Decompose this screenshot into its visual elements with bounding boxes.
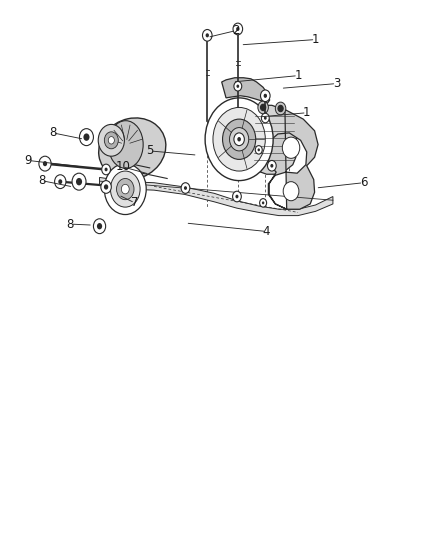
Circle shape: [104, 184, 108, 190]
Circle shape: [121, 184, 129, 194]
Circle shape: [54, 175, 66, 189]
Text: 3: 3: [332, 77, 339, 90]
Polygon shape: [221, 78, 269, 103]
Circle shape: [104, 164, 146, 215]
Text: 8: 8: [49, 126, 57, 140]
Circle shape: [184, 186, 187, 190]
Text: 4: 4: [262, 225, 270, 238]
Circle shape: [76, 178, 82, 185]
Circle shape: [102, 164, 110, 175]
Circle shape: [235, 195, 238, 198]
Circle shape: [267, 160, 276, 171]
Circle shape: [98, 124, 124, 156]
Text: 1: 1: [302, 106, 310, 119]
Circle shape: [108, 136, 114, 144]
Polygon shape: [248, 106, 298, 174]
Circle shape: [43, 161, 47, 166]
Ellipse shape: [108, 120, 143, 168]
Circle shape: [232, 191, 241, 202]
Circle shape: [236, 85, 239, 88]
Circle shape: [277, 106, 283, 112]
Circle shape: [261, 106, 263, 109]
Circle shape: [257, 148, 259, 151]
Circle shape: [39, 156, 51, 171]
Text: 8: 8: [67, 217, 74, 231]
Circle shape: [93, 219, 106, 233]
Circle shape: [261, 91, 268, 101]
Circle shape: [259, 199, 266, 207]
Text: 8: 8: [38, 174, 45, 187]
Text: 7: 7: [131, 196, 138, 209]
Circle shape: [260, 104, 265, 111]
Circle shape: [58, 179, 62, 184]
Circle shape: [236, 27, 239, 31]
Polygon shape: [266, 110, 318, 209]
Circle shape: [233, 133, 244, 146]
Circle shape: [263, 116, 266, 120]
Circle shape: [72, 173, 86, 190]
Circle shape: [261, 201, 264, 204]
Text: 5: 5: [146, 144, 153, 157]
Circle shape: [282, 137, 299, 158]
Text: 9: 9: [25, 154, 32, 167]
Circle shape: [237, 137, 240, 141]
Circle shape: [212, 108, 265, 171]
Circle shape: [275, 102, 285, 115]
Circle shape: [205, 33, 208, 37]
Circle shape: [116, 179, 134, 200]
Circle shape: [104, 167, 107, 171]
Circle shape: [270, 164, 273, 167]
Circle shape: [233, 23, 242, 35]
Circle shape: [263, 94, 266, 98]
Circle shape: [261, 114, 268, 123]
Circle shape: [260, 90, 269, 102]
Circle shape: [101, 181, 111, 193]
Circle shape: [229, 127, 248, 151]
Circle shape: [202, 29, 212, 41]
Circle shape: [83, 133, 89, 141]
Circle shape: [110, 171, 140, 207]
Circle shape: [254, 146, 261, 154]
Circle shape: [279, 107, 281, 110]
Circle shape: [257, 101, 268, 114]
Circle shape: [283, 182, 298, 201]
Circle shape: [97, 223, 102, 229]
Circle shape: [79, 128, 93, 146]
Circle shape: [104, 132, 118, 149]
Text: 1: 1: [311, 33, 318, 46]
Circle shape: [205, 98, 272, 181]
Polygon shape: [99, 177, 332, 216]
Circle shape: [233, 82, 241, 91]
Ellipse shape: [99, 118, 166, 180]
Text: 1: 1: [293, 69, 301, 82]
Text: 10: 10: [115, 160, 130, 173]
Circle shape: [222, 119, 255, 159]
Circle shape: [181, 183, 189, 193]
Text: 6: 6: [359, 176, 366, 189]
Text: 2: 2: [232, 24, 239, 37]
Circle shape: [263, 94, 266, 98]
